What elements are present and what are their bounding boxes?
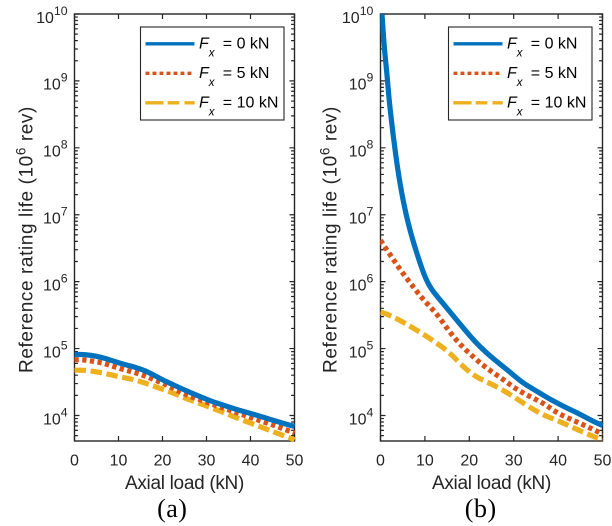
svg-text:50: 50 <box>286 453 304 470</box>
svg-text:Reference rating life (106 rev: Reference rating life (106 rev) <box>318 106 342 373</box>
svg-text:Fx= 5 kN: Fx= 5 kN <box>507 65 577 89</box>
svg-text:Reference rating life (106 rev: Reference rating life (106 rev) <box>14 106 38 373</box>
svg-text:Axial load (kN): Axial load (kN) <box>125 473 244 494</box>
svg-text:40: 40 <box>242 453 260 470</box>
svg-text:10: 10 <box>110 453 128 470</box>
svg-text:(b): (b) <box>465 494 497 523</box>
svg-text:Fx= 10 kN: Fx= 10 kN <box>507 95 586 119</box>
svg-text:40: 40 <box>549 453 567 470</box>
svg-text:Axial load (kN): Axial load (kN) <box>432 473 551 494</box>
svg-text:0: 0 <box>70 453 79 470</box>
svg-text:Fx= 10 kN: Fx= 10 kN <box>199 95 278 119</box>
svg-text:50: 50 <box>594 453 612 470</box>
svg-text:(a): (a) <box>157 494 187 523</box>
svg-text:Fx= 5 kN: Fx= 5 kN <box>199 65 269 89</box>
svg-text:20: 20 <box>154 453 172 470</box>
svg-text:10: 10 <box>416 453 434 470</box>
svg-text:30: 30 <box>505 453 523 470</box>
svg-text:0: 0 <box>376 453 385 470</box>
svg-text:Fx= 0 kN: Fx= 0 kN <box>507 36 577 60</box>
svg-text:20: 20 <box>460 453 478 470</box>
svg-text:Fx= 0 kN: Fx= 0 kN <box>199 36 269 60</box>
svg-text:30: 30 <box>198 453 216 470</box>
